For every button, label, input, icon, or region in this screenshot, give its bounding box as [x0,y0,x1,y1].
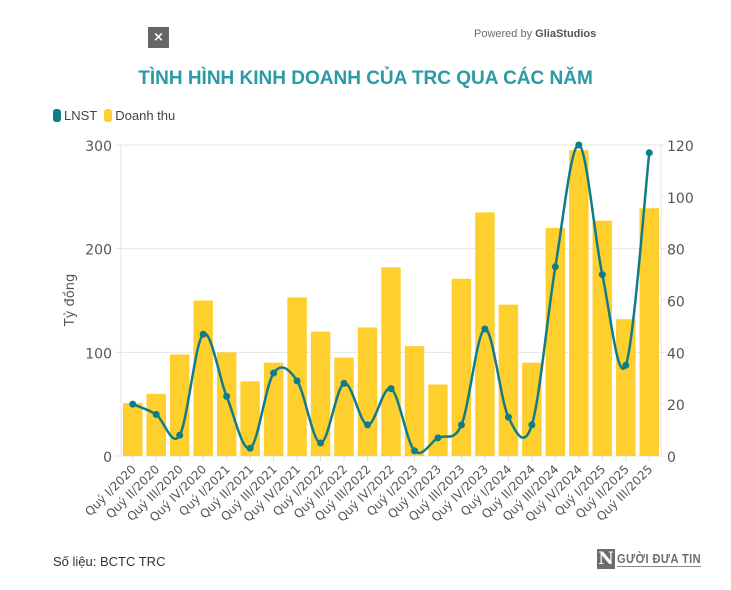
lnst-point [504,413,512,421]
legend-swatch-revenue [104,109,113,122]
revenue-bar [498,304,519,456]
lnst-point [317,439,325,447]
legend-label-revenue: Doanh thu [115,108,176,123]
revenue-bar [357,327,378,456]
legend-label-lnst: LNST [64,108,98,123]
revenue-bar [169,354,190,456]
lnst-point [575,141,583,149]
lnst-point [223,392,231,400]
lnst-point [598,271,606,279]
lnst-point [199,330,207,338]
lnst-point [457,421,465,429]
legend-item-revenue[interactable]: Doanh thu [104,108,175,123]
lnst-point [152,411,160,419]
y-left-tick-label: 100 [85,346,112,362]
lnst-point [410,447,418,455]
y-right-tick-label: 40 [667,346,685,362]
data-source: Số liệu: BCTC TRC [53,554,166,569]
lnst-point [481,325,489,333]
lnst-point [364,421,372,429]
y-right-tick-label: 100 [667,191,694,207]
lnst-point [293,377,301,385]
revenue-bar [287,297,307,456]
revenue-bar [545,227,566,456]
y-axis-label: Tỷ đồng [63,274,78,327]
lnst-point [622,361,630,369]
revenue-bar [216,352,237,456]
chart-title: TÌNH HÌNH KINH DOANH CỦA TRC QUA CÁC NĂM [138,68,593,89]
y-left-tick-label: 300 [85,139,112,155]
powered-by-prefix: Powered by [474,28,536,40]
chart-legend: LNST Doanh thu [53,108,178,123]
revenue-bar [522,362,542,456]
revenue-bar [639,208,659,456]
lnst-point [528,421,536,429]
logo-letter: N [597,549,615,569]
y-right-tick-label: 120 [667,139,694,155]
y-right-tick-label: 80 [667,243,685,259]
y-right-tick-label: 60 [667,295,685,311]
lnst-line-series [129,141,653,455]
revenue-bar [616,319,636,456]
lnst-point [340,379,348,387]
lnst-point [246,444,254,452]
revenue-bar [592,220,613,456]
revenue-bar [310,331,331,456]
close-button[interactable]: × [148,27,169,48]
revenue-bar [451,278,472,456]
revenue-bars [123,150,659,456]
revenue-bar [263,362,284,456]
lnst-point [645,149,653,157]
revenue-bar [404,346,425,456]
publisher-logo[interactable]: N GƯỜI ĐƯA TIN [597,549,716,569]
lnst-point [270,369,278,377]
logo-text: GƯỜI ĐƯA TIN [617,551,702,567]
y-right-tick-label: 20 [667,398,685,414]
lnst-point [176,431,184,439]
revenue-bar [428,384,448,456]
powered-by-brand[interactable]: GliaStudios [535,28,597,40]
revenue-bar [569,150,589,456]
y-left-tick-label: 0 [103,450,112,466]
powered-by-credit[interactable]: Powered by GliaStudios [474,28,596,40]
revenue-bar [193,300,213,456]
revenue-bar [381,267,401,456]
revenue-bar [123,403,143,456]
y-right-tick-label: 0 [667,450,676,466]
lnst-point [434,434,442,442]
lnst-point [387,385,395,393]
lnst-point [551,263,559,271]
y-left-tick-label: 200 [85,243,112,259]
revenue-bar [475,212,495,456]
legend-swatch-lnst [53,109,61,122]
revenue-bar [146,393,166,456]
lnst-point [129,400,137,408]
revenue-bar [334,357,354,456]
legend-item-lnst[interactable]: LNST [53,108,97,123]
